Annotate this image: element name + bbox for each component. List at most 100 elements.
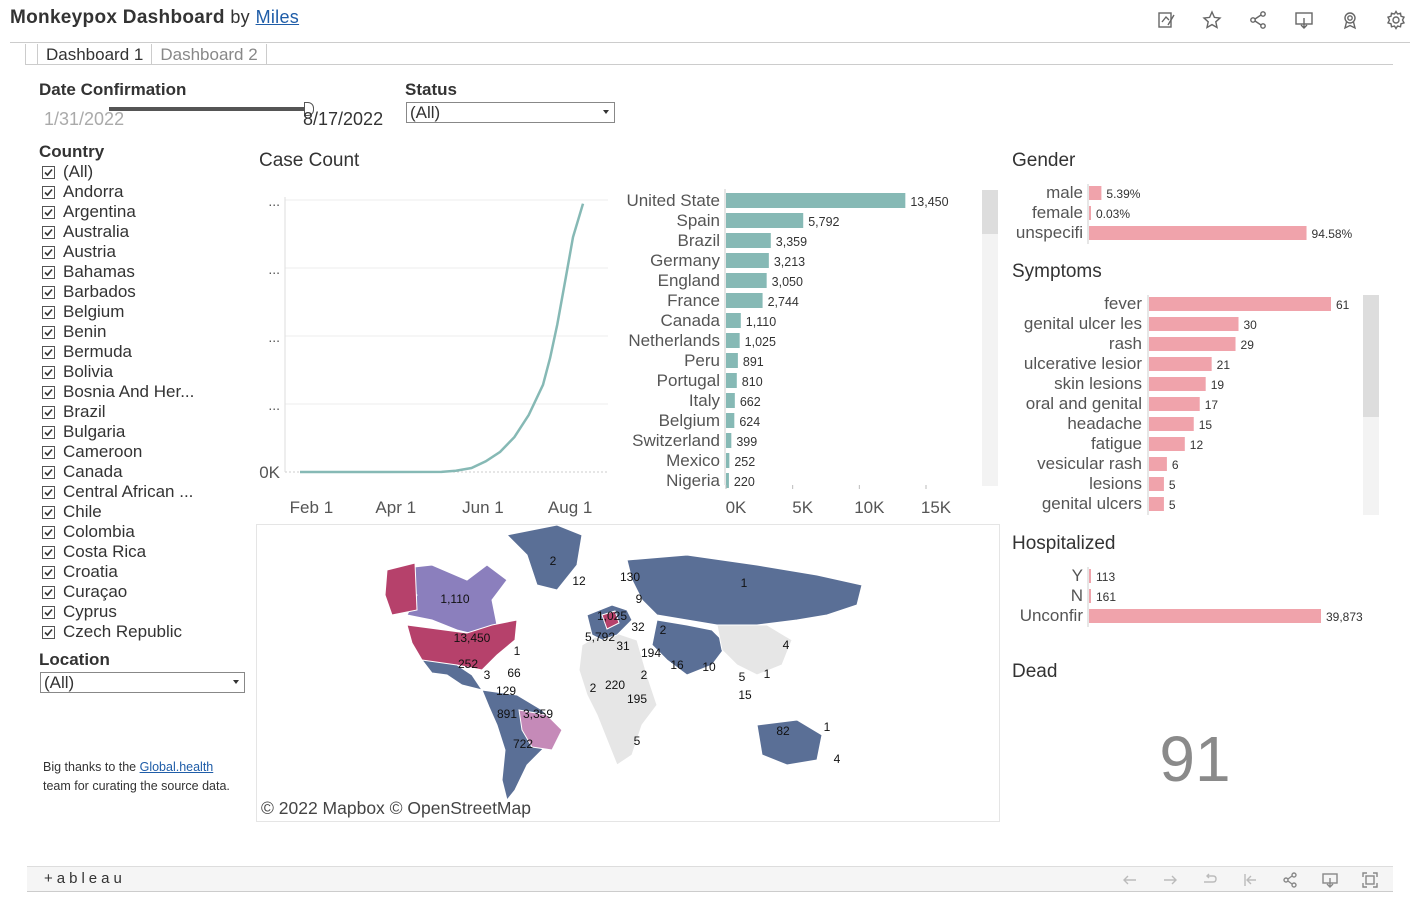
- footer-share-icon[interactable]: [1277, 870, 1303, 890]
- checkbox-checked-icon[interactable]: [42, 545, 55, 559]
- country-item[interactable]: Cameroon: [42, 442, 252, 462]
- checkbox-checked-icon[interactable]: [42, 605, 55, 619]
- bar[interactable]: [726, 333, 740, 348]
- star-icon[interactable]: [1196, 6, 1228, 34]
- bar[interactable]: [726, 373, 737, 388]
- country-item[interactable]: Argentina: [42, 202, 252, 222]
- bar[interactable]: [1089, 569, 1091, 583]
- country-item[interactable]: Bosnia And Her...: [42, 382, 252, 402]
- bar[interactable]: [726, 313, 741, 328]
- country-item[interactable]: Cyprus: [42, 602, 252, 622]
- checkbox-checked-icon[interactable]: [42, 625, 55, 639]
- country-item[interactable]: Canada: [42, 462, 252, 482]
- checkbox-checked-icon[interactable]: [42, 425, 55, 439]
- settings-icon[interactable]: [1380, 6, 1412, 34]
- bar[interactable]: [726, 453, 730, 468]
- download-icon[interactable]: [1288, 6, 1320, 34]
- bar[interactable]: [726, 233, 771, 248]
- country-item[interactable]: Bulgaria: [42, 422, 252, 442]
- scrollbar-thumb[interactable]: [1363, 295, 1379, 417]
- checkbox-checked-icon[interactable]: [42, 585, 55, 599]
- country-item[interactable]: Central African ...: [42, 482, 252, 502]
- reset-icon[interactable]: [1237, 870, 1263, 890]
- checkbox-checked-icon[interactable]: [42, 185, 55, 199]
- checkbox-checked-icon[interactable]: [42, 325, 55, 339]
- brazil-shape[interactable]: [518, 709, 563, 751]
- bar[interactable]: [1089, 186, 1102, 200]
- checkbox-checked-icon[interactable]: [42, 485, 55, 499]
- country-item[interactable]: Benin: [42, 322, 252, 342]
- bar[interactable]: [1149, 337, 1236, 351]
- bar[interactable]: [1149, 357, 1212, 371]
- usa-shape[interactable]: [406, 619, 518, 671]
- country-item[interactable]: Czech Republic: [42, 622, 252, 642]
- country-checkbox-list[interactable]: (All) Andorra Argentina Australia Austria Bah…: [42, 162, 252, 642]
- middle-asia-shape[interactable]: [651, 619, 728, 676]
- bar[interactable]: [1149, 477, 1164, 491]
- checkbox-checked-icon[interactable]: [42, 505, 55, 519]
- case-count-line-chart[interactable]: 0K............ Feb 1 Apr 1 Jun 1 Aug 1: [250, 185, 610, 520]
- checkbox-checked-icon[interactable]: [42, 265, 55, 279]
- checkbox-checked-icon[interactable]: [42, 465, 55, 479]
- scrollbar-track[interactable]: [982, 190, 998, 486]
- bar[interactable]: [1149, 297, 1331, 311]
- country-item[interactable]: Chile: [42, 502, 252, 522]
- author-link[interactable]: Miles: [255, 7, 300, 27]
- bar[interactable]: [1149, 317, 1239, 331]
- australia-shape[interactable]: [756, 719, 823, 766]
- checkbox-checked-icon[interactable]: [42, 205, 55, 219]
- country-item[interactable]: Croatia: [42, 562, 252, 582]
- checkbox-checked-icon[interactable]: [42, 225, 55, 239]
- spain-shape[interactable]: [601, 610, 620, 630]
- checkbox-checked-icon[interactable]: [42, 565, 55, 579]
- country-item[interactable]: Austria: [42, 242, 252, 262]
- country-item[interactable]: Curaçao: [42, 582, 252, 602]
- revert-icon[interactable]: [1197, 870, 1223, 890]
- bar[interactable]: [726, 393, 735, 408]
- country-item[interactable]: Brazil: [42, 402, 252, 422]
- tab-dashboard-1[interactable]: Dashboard 1: [37, 44, 153, 65]
- checkbox-checked-icon[interactable]: [42, 405, 55, 419]
- checkbox-checked-icon[interactable]: [42, 525, 55, 539]
- footer-download-icon[interactable]: [1317, 870, 1343, 890]
- country-item[interactable]: Bahamas: [42, 262, 252, 282]
- china-shape[interactable]: [716, 624, 793, 676]
- country-item[interactable]: Costa Rica: [42, 542, 252, 562]
- bar[interactable]: [726, 473, 729, 488]
- fullscreen-icon[interactable]: [1357, 870, 1383, 890]
- country-item[interactable]: Andorra: [42, 182, 252, 202]
- bar[interactable]: [726, 253, 769, 268]
- bar[interactable]: [1149, 417, 1194, 431]
- date-end-input[interactable]: 8/17/2022: [303, 109, 384, 129]
- global-health-link[interactable]: Global.health: [139, 760, 214, 774]
- checkbox-checked-icon[interactable]: [42, 345, 55, 359]
- tab-dashboard-2[interactable]: Dashboard 2: [152, 44, 267, 65]
- checkbox-checked-icon[interactable]: [42, 285, 55, 299]
- date-start-input[interactable]: 1/31/2022: [44, 109, 125, 129]
- bar[interactable]: [1089, 589, 1091, 603]
- location-dropdown[interactable]: (All): [40, 672, 245, 693]
- alaska-shape[interactable]: [384, 562, 418, 616]
- bar[interactable]: [1149, 437, 1185, 451]
- bar[interactable]: [726, 193, 906, 208]
- country-item[interactable]: Belgium: [42, 302, 252, 322]
- checkbox-checked-icon[interactable]: [42, 165, 55, 179]
- greenland-shape[interactable]: [505, 525, 583, 591]
- country-bar-chart[interactable]: United State 13,450 Spain 5,792 Brazil 3,359 G…: [612, 185, 1002, 520]
- date-slider-handle[interactable]: [304, 102, 314, 116]
- bar[interactable]: [726, 433, 732, 448]
- world-map[interactable]: 2 12 130 1 9 1,110 1,025 32 13,450 5,792 31 2 1 194 16…: [256, 524, 1000, 822]
- symptoms-bar-chart[interactable]: fever 61 genital ulcer les 30 rash 29 ulcerati…: [1005, 293, 1385, 517]
- bar[interactable]: [726, 353, 738, 368]
- hospitalized-bar-chart[interactable]: Y 113 N 161 Unconfir 39,873: [1005, 565, 1385, 629]
- country-item[interactable]: (All): [42, 162, 252, 182]
- scrollbar-thumb[interactable]: [982, 190, 998, 234]
- bar[interactable]: [1149, 457, 1167, 471]
- tableau-logo[interactable]: +ableau: [44, 870, 126, 887]
- bar[interactable]: [726, 213, 804, 228]
- checkbox-checked-icon[interactable]: [42, 305, 55, 319]
- mexico-shape[interactable]: [420, 659, 484, 691]
- bar[interactable]: [1149, 397, 1200, 411]
- share-icon[interactable]: [1242, 6, 1274, 34]
